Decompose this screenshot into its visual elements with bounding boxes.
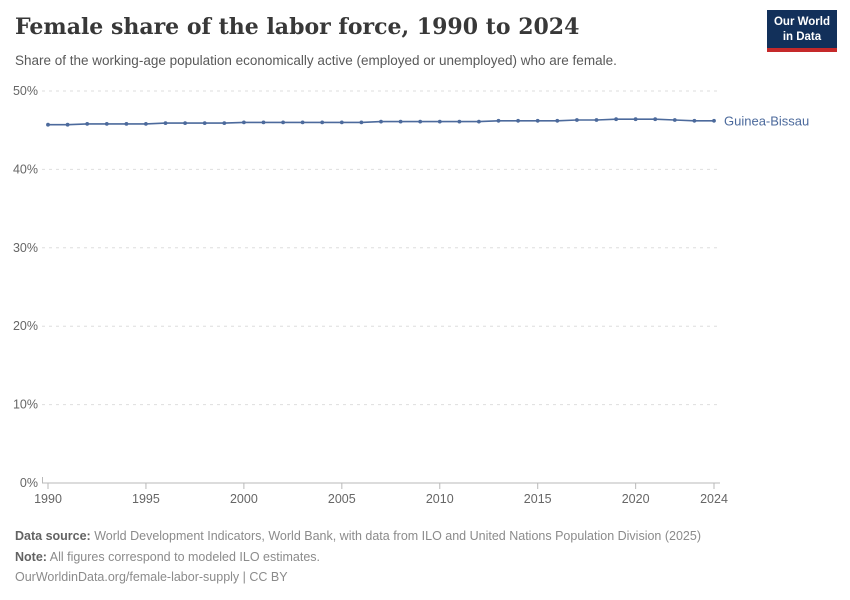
data-point-2002	[281, 120, 285, 125]
y-tick-label-30: 30%	[13, 241, 38, 255]
y-tick-label-40: 40%	[13, 162, 38, 176]
data-point-1996	[163, 121, 168, 125]
owid-logo-line1: Our World	[773, 16, 830, 28]
data-point-1998	[202, 121, 207, 125]
data-point-1991	[65, 122, 70, 127]
data-point-2006	[359, 120, 364, 125]
x-tick-label-2005: 2005	[328, 492, 356, 506]
y-tick-label-20: 20%	[13, 319, 38, 333]
y-tick-label-0: 0%	[20, 476, 38, 490]
owid-logo: Our World in Data	[766, 10, 837, 53]
data-point-2010	[437, 119, 442, 124]
data-point-2019	[614, 117, 618, 122]
line-chart: 0% 10% 20% 30% 40% 50% 1990 1995 2000 2005 2010 201…	[13, 84, 809, 506]
license-line: OurWorldinData.org/female-labor-supply |…	[15, 570, 288, 584]
data-point-2014	[516, 118, 520, 123]
datasource-label: Data source:	[15, 529, 91, 543]
data-point-2005	[339, 120, 344, 125]
note-line: Note: All figures correspond to modeled …	[15, 547, 825, 568]
data-point-2015	[535, 118, 540, 123]
y-tick-label-50: 50%	[13, 84, 38, 98]
data-point-1997	[183, 121, 188, 125]
datasource-text: World Development Indicators, World Bank…	[90, 529, 701, 543]
data-point-2011	[457, 119, 462, 124]
x-tick-label-2024: 2024	[700, 492, 728, 506]
x-tick-label-1990: 1990	[34, 492, 62, 506]
data-point-2012	[477, 119, 481, 124]
x-tick-label-1995: 1995	[132, 492, 160, 506]
data-point-2023	[692, 118, 697, 123]
data-point-2013	[496, 118, 501, 123]
x-tick-label-2010: 2010	[426, 492, 454, 506]
data-point-1994	[124, 122, 129, 126]
data-point-1992	[85, 122, 90, 126]
data-point-2016	[555, 118, 560, 123]
data-point-1999	[222, 121, 227, 125]
note-text: All figures correspond to modeled ILO es…	[46, 549, 321, 564]
data-point-2000	[242, 120, 246, 125]
data-point-1990	[46, 122, 50, 127]
chart-footer: Data source: World Development Indicator…	[15, 526, 825, 588]
x-tick-label-2020: 2020	[622, 492, 650, 506]
x-tick-label-2015: 2015	[524, 492, 552, 506]
owid-logo-line2: in Data	[782, 30, 822, 43]
data-point-2024	[712, 118, 716, 123]
y-tick-label-10: 10%	[13, 398, 38, 412]
data-point-2008	[398, 119, 403, 124]
data-point-2009	[418, 119, 423, 124]
data-point-2001	[261, 120, 266, 125]
data-point-2020	[633, 117, 638, 122]
data-point-2022	[672, 118, 677, 122]
datasource-line: Data source: World Development Indicator…	[15, 526, 825, 547]
data-point-2021	[653, 117, 658, 122]
data-point-2018	[594, 118, 599, 122]
data-point-1995	[144, 122, 148, 126]
data-point-1993	[104, 122, 109, 126]
page-title: Female share of the labor force, 1990 to…	[15, 14, 580, 40]
data-point-2007	[379, 119, 383, 124]
entity-label: Guinea-Bissau	[724, 113, 809, 128]
data-point-2003	[300, 120, 305, 125]
chart-subtitle: Share of the working-age population econ…	[15, 53, 617, 68]
x-tick-label-2000: 2000	[230, 492, 258, 506]
data-point-2017	[575, 118, 579, 122]
data-point-2004	[320, 120, 325, 125]
note-label: Note:	[15, 549, 47, 564]
